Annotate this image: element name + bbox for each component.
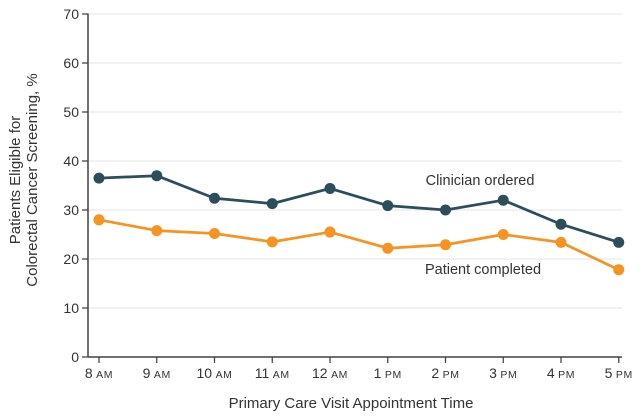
data-point-clinician-ordered [440,204,451,216]
data-point-patient-completed [382,242,394,254]
data-point-clinician-ordered [613,236,625,248]
data-point-clinician-ordered [497,194,509,206]
y-tick-label: 20 [63,251,79,267]
data-point-clinician-ordered [324,182,336,194]
x-tick-label: 3 PM [489,365,517,381]
series-clinician-ordered [93,170,625,248]
data-point-clinician-ordered [266,198,278,210]
series-patient-completed [93,214,625,276]
data-point-patient-completed [555,236,567,248]
y-tick-label: 30 [63,202,79,218]
series-lines [93,170,625,276]
x-tick-label: 4 PM [547,365,575,381]
y-tick-label: 10 [63,300,79,316]
data-point-patient-completed [440,239,451,251]
x-tick-label: 1 PM [374,365,402,381]
gridlines [89,13,622,309]
series-line-patient-completed [97,218,621,272]
y-axis-title-line2: Colorectal Cancer Screening, % [24,73,41,286]
series-label-clinician-ordered: Clinician ordered [426,173,535,189]
data-point-patient-completed [93,214,105,226]
data-point-clinician-ordered [382,200,394,212]
x-tick-label: 5 PM [605,365,633,381]
x-tick-label: 2 PM [431,365,459,381]
x-tick-label: 9 AM [143,365,171,381]
data-point-clinician-ordered [555,218,567,230]
y-axis-title-line1: Patients Eligible for [7,116,24,244]
data-point-clinician-ordered [93,172,105,184]
axes [82,13,622,363]
y-tick-label: 50 [63,104,79,120]
x-tick-labels: 8 AM 9 AM 10 AM 11 AM 12 AM 1 PM 2 PM 3 PM 4 PM 5 PM [85,365,633,381]
x-axis-title: Primary Care Visit Appointment Time [229,395,474,412]
data-point-patient-completed [266,236,278,248]
data-point-clinician-ordered [151,170,163,182]
series-line-clinician-ordered [97,174,621,244]
data-point-patient-completed [324,226,336,238]
y-tick-label: 70 [63,6,79,22]
series-label-patient-completed: Patient completed [425,262,541,278]
data-point-patient-completed [151,225,163,237]
y-tick-labels: 0 10 20 30 40 50 60 70 [63,6,79,365]
y-tick-label: 60 [63,55,79,71]
y-tick-label: 0 [71,349,79,365]
y-tick-label: 40 [63,153,79,169]
x-tick-label: 12 AM [312,365,348,381]
data-point-patient-completed [497,229,509,240]
x-tick-label: 10 AM [196,365,232,381]
x-tick-label: 8 AM [85,365,113,381]
data-point-clinician-ordered [209,192,220,204]
data-point-patient-completed [613,264,625,276]
x-tick-label: 11 AM [255,365,290,381]
data-point-patient-completed [209,228,220,240]
